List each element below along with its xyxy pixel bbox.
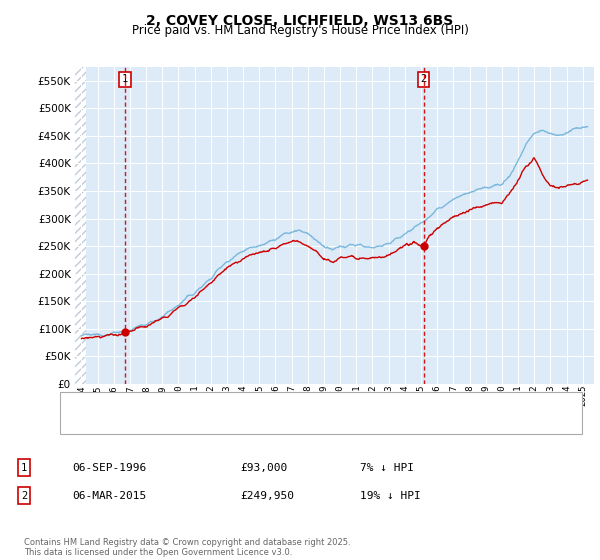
Text: —: —	[69, 394, 86, 412]
Text: 2: 2	[21, 491, 27, 501]
Text: 19% ↓ HPI: 19% ↓ HPI	[360, 491, 421, 501]
Text: 06-SEP-1996: 06-SEP-1996	[72, 463, 146, 473]
Text: 2, COVEY CLOSE, LICHFIELD, WS13 6BS (detached house): 2, COVEY CLOSE, LICHFIELD, WS13 6BS (det…	[102, 398, 403, 408]
Text: Price paid vs. HM Land Registry's House Price Index (HPI): Price paid vs. HM Land Registry's House …	[131, 24, 469, 37]
Text: 2: 2	[421, 74, 427, 85]
Text: 7% ↓ HPI: 7% ↓ HPI	[360, 463, 414, 473]
Text: £249,950: £249,950	[240, 491, 294, 501]
Text: 06-MAR-2015: 06-MAR-2015	[72, 491, 146, 501]
Text: 1: 1	[122, 74, 128, 85]
Bar	[75, 64, 86, 384]
Text: 1: 1	[21, 463, 27, 473]
Text: HPI: Average price, detached house, Lichfield: HPI: Average price, detached house, Lich…	[102, 418, 339, 428]
Text: £93,000: £93,000	[240, 463, 287, 473]
Text: 2, COVEY CLOSE, LICHFIELD, WS13 6BS: 2, COVEY CLOSE, LICHFIELD, WS13 6BS	[146, 14, 454, 28]
Text: —: —	[69, 414, 86, 432]
Text: Contains HM Land Registry data © Crown copyright and database right 2025.
This d: Contains HM Land Registry data © Crown c…	[24, 538, 350, 557]
